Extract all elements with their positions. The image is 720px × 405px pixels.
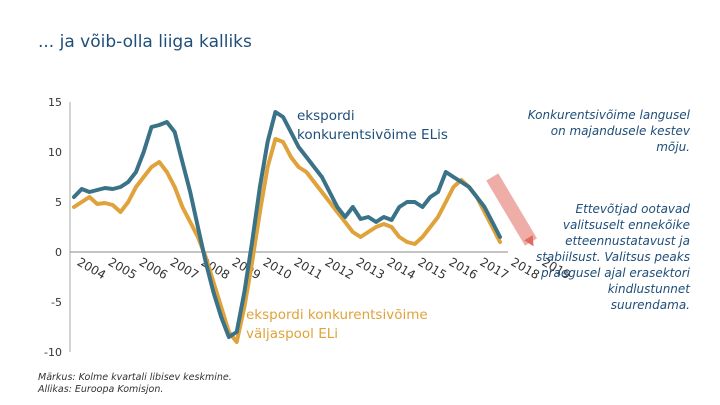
x-tick-label: 2004 <box>75 255 108 282</box>
series-line-eu <box>72 110 502 339</box>
y-tick-label: 15 <box>48 96 62 109</box>
series-label-eu: konkurentsivõime ELis <box>297 127 448 143</box>
x-tick-label: 2010 <box>261 255 294 282</box>
page-title: ... ja võib-olla liiga kalliks <box>38 32 252 52</box>
side-text-impact: Konkurentsivõime langusel on majandusele… <box>527 108 690 154</box>
side-text-recommendation: Ettevõtjad ootavad valitsuselt ennekõike… <box>535 202 690 312</box>
x-tick-label: 2006 <box>137 255 170 282</box>
y-tick-label: -10 <box>44 346 62 359</box>
x-tick-label: 2016 <box>447 255 480 282</box>
x-tick-label: 2015 <box>416 255 449 282</box>
y-tick-label: 0 <box>55 246 62 259</box>
y-tick-label: 5 <box>55 196 62 209</box>
footnote-line: Märkus: Kolme kvartali libisev keskmine. <box>38 372 232 383</box>
x-tick-label: 2017 <box>478 255 511 282</box>
x-tick-label: 2007 <box>168 255 201 282</box>
y-tick-label: -5 <box>51 296 62 309</box>
x-tick-label: 2011 <box>292 255 325 282</box>
source-line: Allikas: Euroopa Komisjon. <box>38 384 164 395</box>
series-line-non-eu <box>72 137 502 344</box>
x-tick-label: 2005 <box>106 255 139 282</box>
x-tick-label: 2012 <box>323 255 356 282</box>
trend-arrow <box>486 173 537 247</box>
footnote: Märkus: Kolme kvartali libisev keskmine.… <box>38 372 232 396</box>
series-label-non-eu: ekspordi konkurentsivõime <box>246 307 428 323</box>
series-label-non-eu: väljaspool ELi <box>246 326 338 342</box>
y-tick-label: 10 <box>48 146 62 159</box>
series-label-eu: ekspordi <box>297 108 355 124</box>
x-tick-label: 2014 <box>385 255 418 282</box>
x-tick-label: 2013 <box>354 255 387 282</box>
